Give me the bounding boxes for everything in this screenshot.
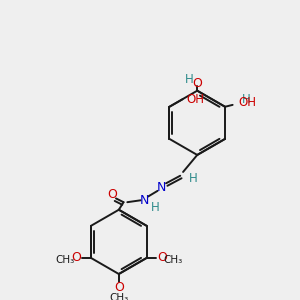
Text: O: O — [71, 251, 81, 264]
Text: O: O — [114, 281, 124, 294]
Text: O: O — [192, 76, 202, 90]
Text: O: O — [107, 188, 117, 201]
Text: N: N — [157, 181, 166, 194]
Text: CH₃: CH₃ — [109, 292, 128, 300]
Text: CH₃: CH₃ — [164, 255, 183, 265]
Text: N: N — [140, 194, 149, 207]
Text: OH: OH — [238, 97, 256, 110]
Text: H: H — [242, 93, 251, 106]
Text: H: H — [189, 172, 198, 185]
Text: H: H — [185, 73, 194, 86]
Text: H: H — [151, 201, 160, 214]
Text: OH: OH — [186, 93, 204, 106]
Text: O: O — [157, 251, 167, 264]
Text: CH₃: CH₃ — [55, 255, 74, 265]
